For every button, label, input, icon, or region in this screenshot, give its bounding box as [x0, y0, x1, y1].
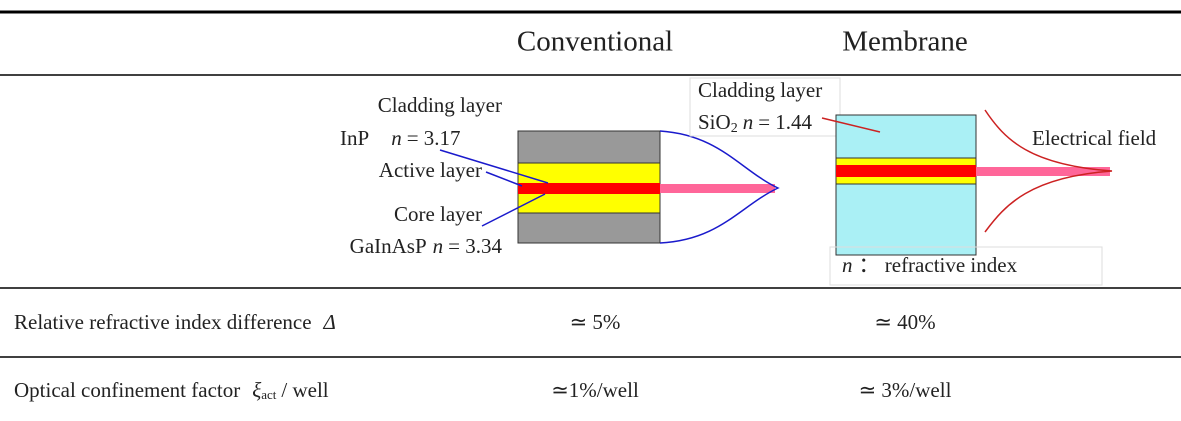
text-part: n	[391, 126, 402, 150]
text-part: / well	[281, 378, 328, 402]
cladding	[835, 114, 977, 256]
label: Core layer	[394, 202, 482, 226]
row-label: Relative refractive index difference Δ	[14, 310, 336, 334]
text-part: = 3.34	[448, 234, 502, 258]
label: Electrical field	[1032, 126, 1157, 150]
row-label: Optical confinement factor ξact / well	[14, 378, 329, 402]
pointer	[821, 117, 881, 133]
active	[836, 165, 976, 177]
cell: ≃1%/well	[551, 378, 639, 402]
text-part: n	[433, 234, 444, 258]
cell: ≃ 5%	[570, 310, 621, 334]
text-part: Δ	[323, 310, 336, 334]
text-part: = 1.44	[758, 110, 812, 134]
label: Cladding layer	[378, 93, 502, 117]
text-part: Relative refractive index difference	[14, 310, 312, 334]
text-part: GaInAsP	[350, 234, 427, 258]
label-box	[689, 77, 841, 137]
membrane-structure	[689, 77, 1113, 286]
text-part: n	[743, 110, 754, 134]
beam	[976, 167, 1110, 176]
label: GaInAsP n = 3.34	[350, 234, 503, 258]
label: SiO2 n = 1.44	[698, 110, 813, 136]
pointer	[439, 149, 549, 184]
beam	[660, 184, 775, 193]
pointer	[485, 171, 523, 187]
text-part: n	[842, 253, 853, 277]
cell: ≃ 3%/well	[859, 378, 952, 402]
text-part: ξ	[252, 378, 261, 402]
pointer	[481, 193, 546, 227]
field-profile	[984, 109, 1113, 233]
conventional-structure	[439, 130, 780, 244]
active	[518, 183, 660, 194]
text-part: act	[261, 387, 277, 402]
text-part: SiO	[698, 110, 731, 134]
text-part: 2	[731, 121, 738, 136]
column-header: Membrane	[842, 26, 968, 58]
cell: ≃ 40%	[874, 310, 935, 334]
label: Active layer	[379, 158, 482, 182]
field-profile	[659, 130, 780, 244]
text-part: Optical confinement factor	[14, 378, 240, 402]
text-part: ： refractive index	[859, 253, 1018, 277]
note-box	[829, 246, 1103, 286]
text-part: = 3.17	[407, 126, 461, 150]
column-header: Conventional	[517, 26, 673, 58]
note: n： refractive index	[842, 253, 1018, 277]
label: InP n = 3.17	[340, 126, 461, 150]
text-part: InP	[340, 126, 369, 150]
label: Cladding layer	[698, 78, 822, 102]
